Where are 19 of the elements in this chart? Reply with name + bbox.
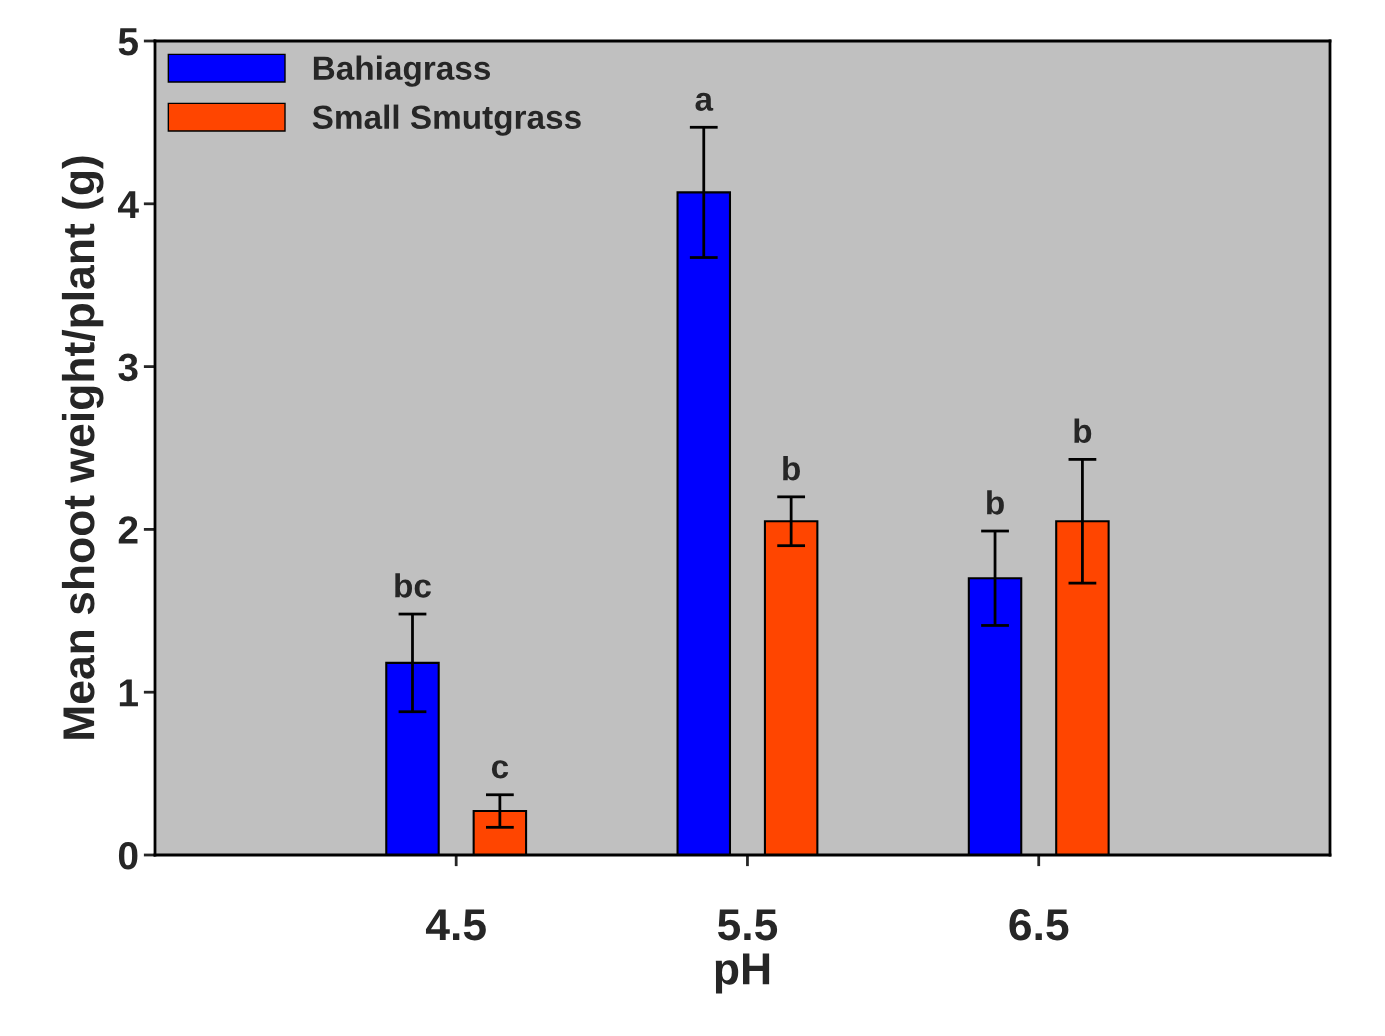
x-tick-label: 6.5: [1009, 908, 1069, 941]
y-tick-label: 2: [118, 516, 138, 544]
y-tick-label: 4: [117, 191, 139, 218]
y-tick-label: 0: [118, 841, 138, 870]
y-axis-title: Mean shoot weight/plant (g): [61, 156, 104, 739]
x-tick-label: 5.5: [717, 909, 778, 941]
annotation: a: [695, 92, 714, 111]
annotation: b: [1074, 418, 1092, 444]
x-tick-label: 4.5: [425, 909, 486, 941]
annotation: b: [987, 490, 1004, 515]
annotation: bc: [395, 573, 431, 598]
legend-label: Small Smutgrass: [312, 104, 581, 136]
y-tick-label: 1: [119, 679, 138, 707]
annotation: c: [491, 760, 509, 779]
annotation: b: [783, 456, 800, 481]
y-tick-label: 5: [118, 28, 138, 56]
x-axis-title: pH: [715, 953, 770, 994]
y-tick-label: 3: [118, 353, 138, 382]
legend-label: Bahiagrass: [313, 55, 491, 87]
